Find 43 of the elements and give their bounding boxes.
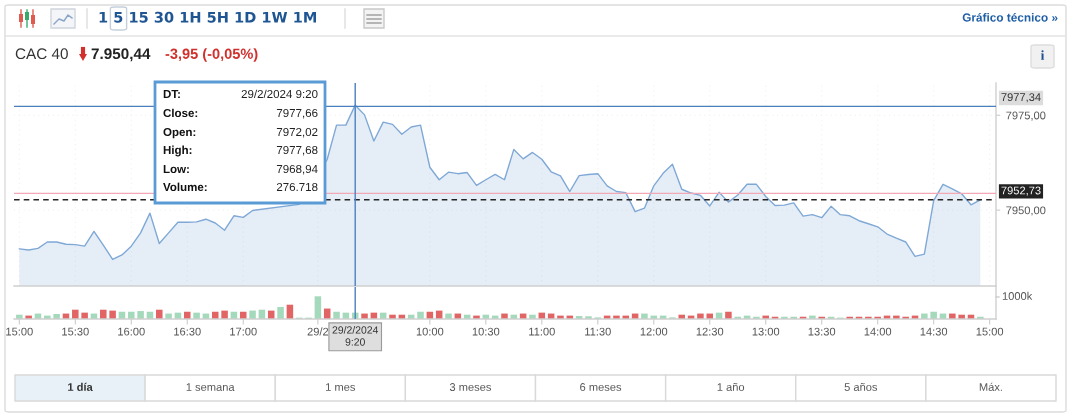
text: 1 mes — [326, 383, 356, 391]
ref-line-label: 7977,34 — [1001, 93, 1041, 103]
text: 1 año — [717, 382, 745, 391]
text: 1 5 15 30 1H 5H 1D 1W 1M — [99, 11, 316, 23]
x-tick-label: 13:00 — [752, 327, 780, 336]
x-tick-label: 13:30 — [808, 327, 836, 336]
x-tick-label: 12:30 — [696, 327, 724, 336]
x-tick-label: 11:00 — [529, 327, 555, 336]
text: Open: 7972,02 — [163, 127, 318, 139]
x-tick-label: 17:00 — [230, 327, 257, 336]
text: Máx. — [979, 382, 1002, 391]
text: 6 meses — [580, 383, 622, 391]
x-tick-label: 14:00 — [864, 327, 892, 336]
x-tick-label: 10:00 — [416, 327, 444, 336]
text: 1000k — [1002, 291, 1033, 300]
text: -3,95 (-0,05%) — [165, 48, 258, 62]
x-tick-label: 15:00 — [6, 327, 33, 336]
x-tick-label: 15:00 — [976, 327, 1004, 336]
x-tick-label: 29/2 — [307, 327, 329, 336]
text: 3 meses — [449, 383, 492, 391]
x-tick-label: 14:30 — [920, 327, 948, 336]
chart-subtitle: 7.950,44 — [91, 48, 151, 62]
x-tick-label: 10:30 — [472, 327, 500, 336]
x-tick-label: 29/2/2024 9:20 — [332, 326, 379, 346]
text: Volume: 276.718 — [163, 182, 318, 192]
text: 1 semana — [186, 383, 235, 391]
text: 1 día — [68, 382, 93, 391]
ref-line-label: 7952,73 — [1001, 186, 1041, 196]
x-tick-label: 15:30 — [62, 327, 89, 336]
y-tick-label: 7975,00 — [1006, 111, 1046, 121]
x-tick-label: 16:00 — [118, 327, 145, 336]
text: DT: 29/2/2024 9:20 — [163, 89, 318, 99]
x-tick-label: 11:30 — [585, 327, 611, 336]
x-tick-label: 16:30 — [174, 327, 201, 336]
y-tick-label: 7950,00 — [1006, 206, 1046, 216]
chart-title: CAC 40 — [15, 48, 68, 60]
text: Gráfico técnico » — [962, 12, 1058, 22]
text: 5 años — [844, 382, 878, 391]
text: Low: 7968,94 — [163, 164, 318, 175]
text: i — [1040, 50, 1045, 60]
x-tick-label: 12:00 — [640, 327, 668, 336]
text: High: 7977,68 — [163, 145, 318, 157]
text: Close: 7977,66 — [163, 108, 318, 119]
